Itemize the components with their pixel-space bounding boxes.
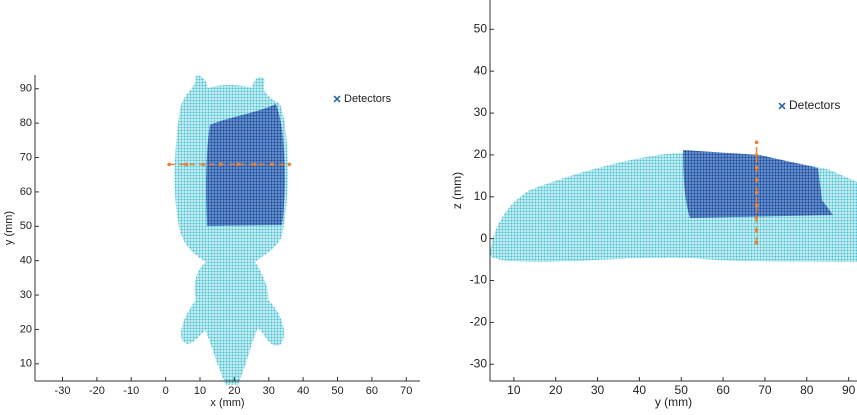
y-tick-label: 30 xyxy=(20,289,32,301)
detector xyxy=(201,162,206,167)
mouse-top-view xyxy=(174,75,288,386)
detector xyxy=(754,215,759,220)
detector xyxy=(754,228,759,233)
y-tick-label: 30 xyxy=(474,105,488,119)
legend-marker xyxy=(778,102,786,110)
y-tick-label: -20 xyxy=(470,315,488,329)
detector xyxy=(167,162,171,167)
detector xyxy=(754,153,759,157)
x-tick-label: 30 xyxy=(263,385,275,397)
detector xyxy=(754,178,759,182)
x-axis-label: y (mm) xyxy=(655,395,692,409)
x-tick-label: 30 xyxy=(591,383,605,397)
legend-label: Detectors xyxy=(344,93,392,105)
y-tick-label: 10 xyxy=(474,189,488,203)
legend-marker xyxy=(333,95,341,103)
detector xyxy=(754,203,759,207)
mouse-side-view xyxy=(490,150,857,262)
y-tick-label: 60 xyxy=(20,186,32,198)
x-tick-label: -20 xyxy=(89,385,105,397)
legend-label: Detectors xyxy=(789,98,840,112)
y-axis-label: z (mm) xyxy=(450,172,464,209)
x-tick-label: 60 xyxy=(366,385,378,397)
y-tick-label: 40 xyxy=(474,63,488,77)
y-tick-label: -30 xyxy=(470,356,488,370)
y-tick-label: 0 xyxy=(480,231,487,245)
detector xyxy=(218,162,223,167)
x-tick-label: 10 xyxy=(194,385,206,397)
y-tick-label: 50 xyxy=(474,21,488,35)
y-tick-label: 10 xyxy=(20,358,32,370)
x-tick-label: 0 xyxy=(163,385,169,397)
detector xyxy=(253,162,257,167)
x-tick-label: 70 xyxy=(400,385,412,397)
detector xyxy=(184,162,189,167)
x-tick-label: 20 xyxy=(549,383,563,397)
detector xyxy=(754,165,759,170)
x-tick-label: 70 xyxy=(758,383,772,397)
x-tick-label: 80 xyxy=(800,383,814,397)
panel: -30 -20 -10 0 10 20 30 40 50 60 70 10 20 30 40 50 60 70 80… xyxy=(3,75,420,409)
y-tick-label: 50 xyxy=(20,220,32,232)
panel: 10 20 30 40 50 60 70 80 90-30-20-1001020304050y … xyxy=(450,0,857,409)
x-tick-label: 40 xyxy=(297,385,309,397)
detector xyxy=(754,140,759,145)
detector xyxy=(236,162,240,167)
detector xyxy=(754,241,759,245)
x-tick-label: 20 xyxy=(228,385,240,397)
x-tick-label: 50 xyxy=(675,383,689,397)
x-tick-label: 10 xyxy=(507,383,521,397)
detector xyxy=(287,162,292,167)
x-axis-label: x (mm) xyxy=(210,397,244,409)
detector xyxy=(270,162,274,167)
x-tick-label: 60 xyxy=(716,383,730,397)
y-axis-label: y (mm) xyxy=(3,211,15,245)
y-tick-label: 20 xyxy=(20,323,32,335)
x-tick-label: 90 xyxy=(842,383,856,397)
y-tick-label: -10 xyxy=(470,273,488,287)
x-tick-label: -10 xyxy=(123,385,139,397)
detector xyxy=(754,190,759,195)
y-tick-label: 40 xyxy=(20,255,32,267)
y-tick-label: 70 xyxy=(20,151,32,163)
y-tick-label: 80 xyxy=(20,117,32,129)
x-tick-label: -30 xyxy=(55,385,71,397)
y-tick-label: 90 xyxy=(20,83,32,95)
x-tick-label: 40 xyxy=(633,383,647,397)
y-tick-label: 20 xyxy=(474,147,488,161)
x-tick-label: 50 xyxy=(331,385,343,397)
